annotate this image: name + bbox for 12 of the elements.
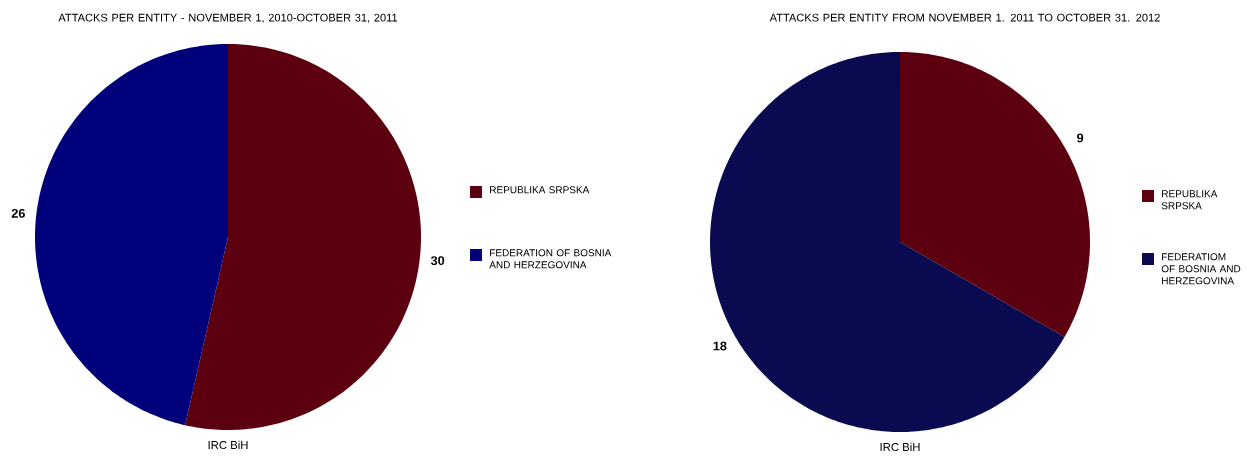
legend-label: REPUBLIKA SRPSKA (490, 186, 590, 194)
data-label: 30 (430, 256, 445, 266)
legend-label: FEDERATIOM OF BOSNIA AND HERZEGOVINA (1161, 253, 1241, 285)
legend-label: REPUBLIKA SRPSKA (1161, 190, 1218, 210)
data-label: 26 (11, 208, 25, 218)
chart-title: ATTACKS PER ENTITY FROM NOVEMBER 1. 2011 TO OCTOBER 31. 2012 (769, 13, 1160, 22)
text: IRC BiH (208, 440, 248, 450)
data-label: 18 (713, 341, 727, 351)
legend-label: FEDERATION OF BOSNIA AND HERZEGOVINA (489, 249, 612, 269)
data-label: 9 (1077, 133, 1084, 143)
text: IRC BiH (880, 442, 920, 452)
chart-title: ATTACKS PER ENTITY - NOVEMBER 1, 2010-OCTOBER 31, 2011 (58, 13, 398, 23)
